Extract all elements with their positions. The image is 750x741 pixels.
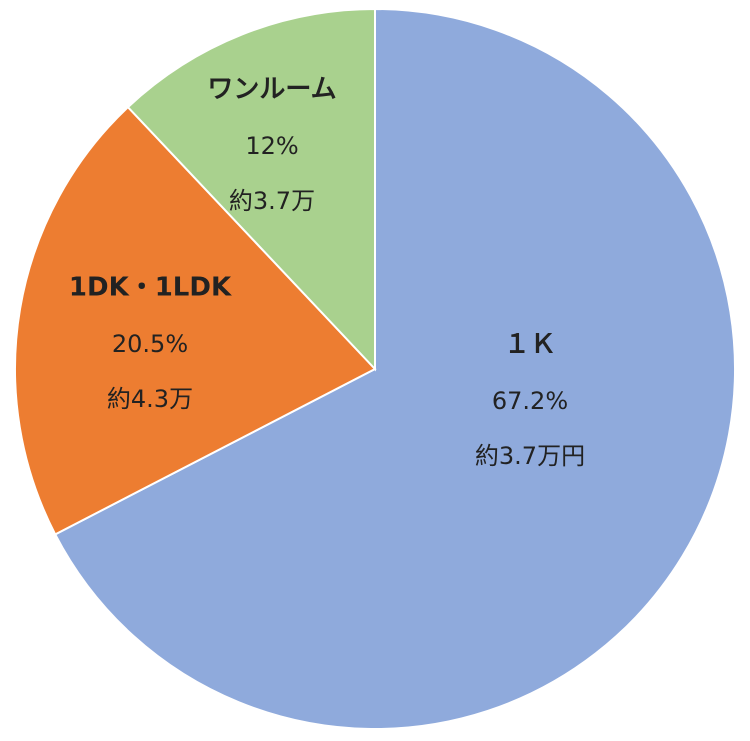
slice-percent: 20.5% xyxy=(112,330,188,358)
slice-amount: 約3.7万円 xyxy=(475,442,585,470)
pie-slice xyxy=(126,7,376,372)
slice-amount: 約4.3万 xyxy=(107,385,193,413)
slice-percent: 67.2% xyxy=(492,387,568,415)
pie-slice xyxy=(14,105,377,536)
pie-slice xyxy=(53,7,736,730)
slice-amount: 約3.7万 xyxy=(229,187,315,215)
slice-name: １Ｋ xyxy=(504,330,556,360)
slice-name: 1DK・1LDK xyxy=(69,273,232,303)
slice-percent: 12% xyxy=(245,132,298,160)
slice-name: ワンルーム xyxy=(207,75,336,105)
